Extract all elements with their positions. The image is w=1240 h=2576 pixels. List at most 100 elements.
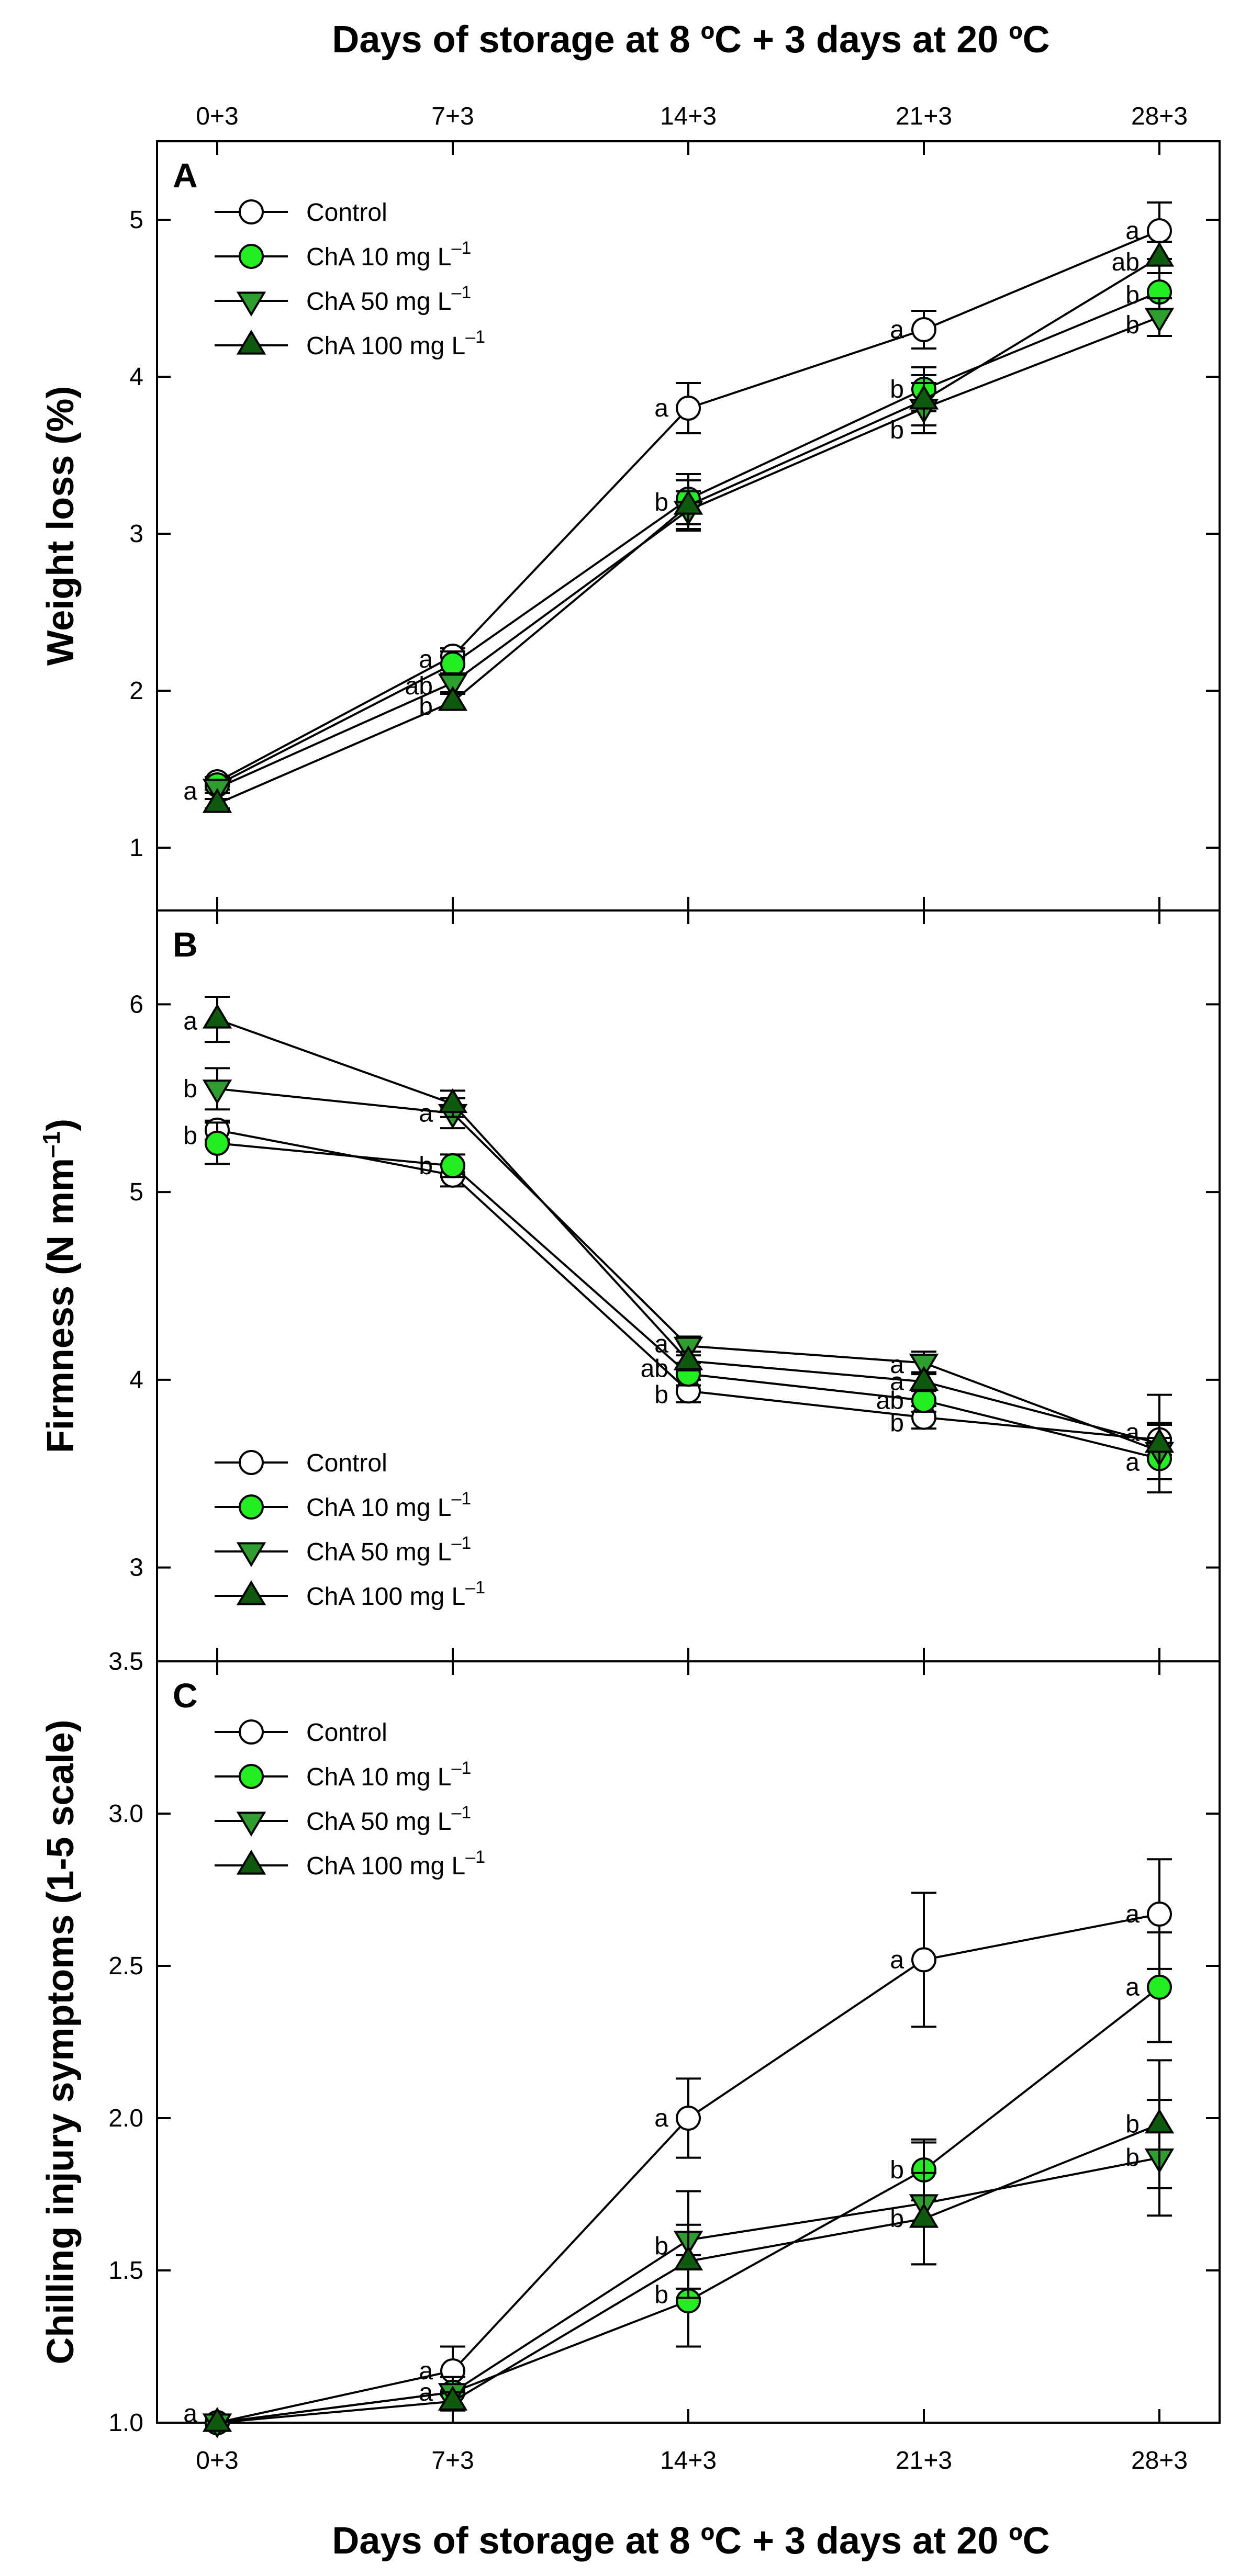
legend-label: ChA 10 mg L–1 [306,238,471,271]
bottom-tick-label: 28+3 [1131,2447,1188,2474]
y-tick-label: 3 [129,1554,143,1582]
data-point [205,1130,230,1156]
legend-marker [239,199,264,224]
significance-letter: b [654,1381,668,1409]
series-3 [202,996,1175,1494]
data-point [202,788,232,813]
top-axis-title: Days of storage at 8 ºC + 3 days at 20 º… [332,19,1049,61]
series-2 [202,1067,1175,1481]
legend-marker [236,1542,266,1567]
legend-label: ChA 50 mg L–1 [306,1533,471,1566]
y-tick-label: 3 [129,520,143,548]
data-point [676,396,701,421]
significance-letter: a [183,1008,197,1036]
legend-marker [239,1494,264,1520]
data-point [440,651,465,677]
significance-letter: a [1125,1419,1140,1446]
series-3 [202,241,1175,813]
legend: Control ChA 10 mg L–1 ChA 50 mg L–1 ChA 100… [215,1449,485,1611]
significance-letter: b [419,1152,433,1180]
significance-letter: a [1125,217,1140,245]
data-point [202,1004,232,1029]
y-tick-label: 2 [129,677,143,705]
bottom-tick-label: 21+3 [896,2447,952,2474]
series-2 [202,297,1175,804]
data-point [673,490,703,515]
significance-letter: a [419,1099,433,1127]
significance-letter: a [183,778,197,805]
significance-letter: b [1125,2111,1140,2139]
bottom-tick-label: 14+3 [660,2447,717,2474]
significance-letter: a [890,316,904,344]
significance-letter: b [1125,2144,1140,2172]
significance-letter: a [890,1351,904,1379]
top-tick-label: 21+3 [896,103,952,130]
significance-letter: ab [876,1387,904,1414]
data-point [909,1366,939,1391]
y-tick-label: 4 [129,363,143,391]
significance-letter: a [1125,1900,1140,1928]
legend-marker [239,1450,264,1475]
data-point [1144,2108,1175,2134]
data-point [909,1353,939,1379]
top-tick-label: 0+3 [196,103,238,130]
significance-letter: b [890,1409,904,1437]
data-point [1147,218,1172,243]
significance-letter: b [890,376,904,403]
legend-label: ChA 50 mg L–1 [306,1803,471,1836]
y-tick-label: 1.0 [108,2409,143,2437]
top-tick-label: 7+3 [431,103,474,130]
significance-letter: a [1125,1449,1140,1477]
y-tick-label: 4 [129,1366,143,1394]
y-tick-label: 6 [129,991,143,1018]
significance-letter: b [654,489,668,516]
series-line [217,291,1160,786]
significance-letter: ab [1112,249,1140,276]
significance-letter: b [890,2205,904,2233]
y-axis-label: Chilling injury symptoms (1-5 scale) [40,1719,82,2364]
y-tick-label: 1 [129,834,143,862]
legend-marker [236,330,266,355]
data-point [909,2203,939,2228]
data-point [911,317,936,342]
data-point [438,686,468,711]
significance-letter: b [890,2156,904,2184]
panel-c: C 1.0 1.5 2.0 2.5 3.0 3.5 Chilling injury sympt… [40,1648,1221,2438]
panel-letter: B [173,925,198,964]
significance-letter: a [890,1368,904,1396]
data-point [911,1947,936,1973]
data-point [440,1153,465,1178]
legend-label: ChA 50 mg L–1 [306,283,471,316]
legend-label: Control [306,1449,387,1477]
top-tick-labels: 0+3 7+3 14+3 21+3 28+3 [196,103,1188,130]
significance-letter: a [890,1946,904,1974]
y-axis-label: Firmness (N mm–1) [38,1119,82,1453]
significance-letter: b [183,1122,197,1150]
y-tick-label: 3.5 [108,1648,143,1675]
panel-letter: C [173,1676,198,1715]
panel-letter: A [173,156,198,195]
significance-letter: b [890,417,904,444]
legend-marker [236,291,266,317]
data-point [202,1079,232,1105]
significance-letter: ab [405,672,433,700]
legend-marker [239,1719,264,1745]
legend-label: Control [306,199,387,227]
y-axis-label: Weight loss (%) [40,386,82,666]
significance-letter: b [654,2281,668,2309]
y-tick-label: 2.5 [108,1952,143,1980]
legend-label: ChA 100 mg L–1 [306,1847,485,1880]
y-tick-label: 2.0 [108,2105,143,2132]
top-tick-label: 14+3 [660,103,717,130]
legend-label: Control [306,1719,387,1747]
data-point [909,385,939,410]
significance-letter: a [654,1331,668,1358]
data-point [1144,242,1175,267]
data-point [676,2106,701,2131]
significance-letter: a [183,2400,197,2428]
data-point [673,2245,703,2271]
data-point [438,673,468,699]
significance-letter: b [654,2232,668,2260]
